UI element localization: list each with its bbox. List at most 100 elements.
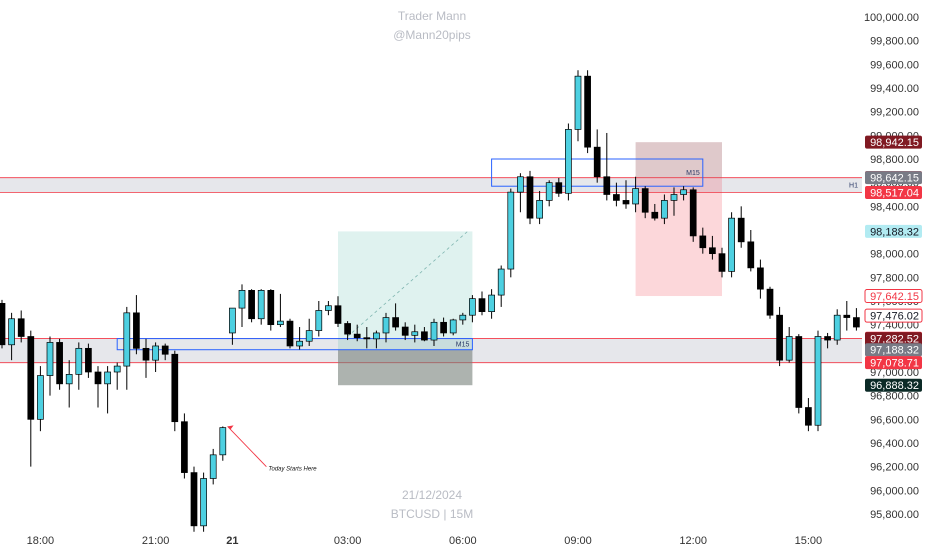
price-tag-label: 97,642.15 — [870, 291, 919, 303]
bearish-candle — [248, 290, 255, 320]
price-tag-bg — [865, 356, 922, 370]
annotation-text: Today Starts Here — [268, 467, 317, 473]
price-tag: 97,188.32 — [865, 343, 922, 357]
price-tag-label: 98,942.15 — [870, 137, 919, 149]
bearish-candle — [555, 182, 563, 194]
price-tags: 98,942.1598,644.1998,642.1598,517.0498,1… — [864, 135, 923, 392]
price-tick-label: 99,800.00 — [870, 36, 919, 48]
m15-box-upper-label: M15 — [686, 170, 700, 177]
h1-supply-zone — [0, 177, 862, 193]
bullish-candle — [517, 176, 524, 193]
bearish-candle — [613, 194, 620, 201]
price-tick-label: 96,800.00 — [870, 391, 919, 403]
price-axis[interactable]: 100,000.00 99,800.00 99,600.00 99,400.00 99,… — [864, 12, 919, 521]
price-tag: 97,476.02 — [864, 308, 923, 323]
bearish-candle — [718, 253, 726, 272]
bullish-candle — [219, 427, 227, 456]
short-target-zone — [635, 177, 722, 297]
bullish-candle — [507, 191, 515, 270]
bullish-candle — [536, 200, 543, 219]
bearish-candle — [421, 331, 428, 341]
bearish-candle — [133, 312, 140, 349]
price-tag-label: 98,642.15 — [870, 173, 919, 185]
m15-box-lower-label: M15 — [456, 342, 470, 349]
time-tick-label: 12:00 — [679, 535, 707, 547]
bullish-candle — [680, 189, 687, 195]
price-tick-label: 95,800.00 — [870, 509, 919, 521]
bearish-candle — [17, 318, 25, 337]
time-tick-label: 09:00 — [564, 535, 592, 547]
bullish-candle — [209, 454, 217, 479]
bullish-candle — [104, 371, 111, 385]
bearish-candle — [0, 303, 6, 346]
bullish-candle — [75, 347, 83, 375]
long-stop-zone — [338, 349, 473, 386]
watermark-symbol: BTCUSD | 15M — [391, 507, 473, 521]
bullish-candle — [325, 305, 332, 311]
bullish-candle — [238, 290, 246, 309]
price-tick-label: 98,800.00 — [870, 154, 919, 166]
h1-supply-zone-label: H1 — [849, 183, 858, 190]
bearish-candle — [478, 298, 486, 312]
watermark-date: 21/12/2024 — [402, 488, 462, 502]
price-tag-label: 96,888.32 — [870, 380, 919, 392]
bullish-candle — [632, 188, 639, 205]
time-axis[interactable]: 18:00 21:00 21 03:00 06:00 09:00 12:00 15:00 — [27, 535, 823, 547]
watermark-handle: @Mann20pips — [393, 28, 471, 42]
bearish-candle — [94, 371, 102, 385]
watermark-author: Trader Mann — [398, 9, 466, 23]
price-tag: 98,517.04 — [865, 185, 922, 199]
bearish-candle — [85, 347, 92, 373]
bearish-candle — [622, 200, 630, 205]
bearish-candle — [142, 347, 150, 361]
bearish-candle — [181, 421, 188, 473]
bullish-candle — [200, 478, 207, 527]
bearish-candle — [603, 176, 611, 195]
bearish-candle — [593, 146, 601, 178]
price-tag-label: 98,188.32 — [870, 226, 919, 238]
bullish-candle — [661, 200, 668, 219]
bullish-candle — [430, 321, 438, 341]
price-tick-label: 99,200.00 — [870, 107, 919, 119]
bearish-candle — [584, 75, 591, 148]
bullish-candle — [229, 307, 236, 334]
price-tick-label: 96,600.00 — [870, 414, 919, 426]
bearish-candle — [161, 345, 169, 355]
price-tag: 98,642.15 — [865, 171, 922, 185]
annotation-layer: Today Starts Here — [227, 425, 317, 473]
time-tick-label: 18:00 — [27, 535, 55, 547]
bullish-candle — [123, 312, 131, 367]
price-tag-bg — [865, 135, 922, 149]
bullish-candle — [497, 268, 505, 296]
bearish-candle — [27, 336, 35, 420]
price-tick-label: 97,000.00 — [870, 367, 919, 379]
bullish-candle — [305, 330, 313, 342]
bullish-candle — [411, 331, 419, 336]
price-tick-label: 98,000.00 — [870, 249, 919, 261]
price-tag-bg — [865, 171, 922, 185]
bullish-candle — [565, 129, 572, 194]
price-tag-label: 97,078.71 — [870, 358, 919, 370]
bullish-candle — [257, 290, 265, 320]
price-tag-bg — [865, 343, 922, 357]
bearish-candle — [795, 336, 803, 408]
price-tag-bg — [865, 378, 922, 392]
time-tick-label: 21 — [226, 535, 238, 547]
bullish-candle — [459, 314, 467, 321]
price-tag-bg — [864, 289, 923, 304]
price-tag-bg — [864, 308, 923, 323]
bullish-candle — [382, 317, 390, 334]
annotation-arrow-head — [227, 425, 234, 430]
price-tick-label: 97,800.00 — [870, 272, 919, 284]
bullish-candle — [785, 336, 793, 361]
bullish-candle — [113, 365, 121, 373]
candles-layer — [0, 70, 860, 532]
bullish-candle — [728, 217, 735, 272]
bullish-candle — [670, 194, 678, 201]
bullish-candle — [488, 294, 495, 313]
short-stop-zone — [635, 142, 722, 178]
bearish-candle — [526, 176, 534, 219]
bullish-candle — [574, 75, 582, 130]
price-tag-label: 97,476.02 — [870, 311, 919, 323]
